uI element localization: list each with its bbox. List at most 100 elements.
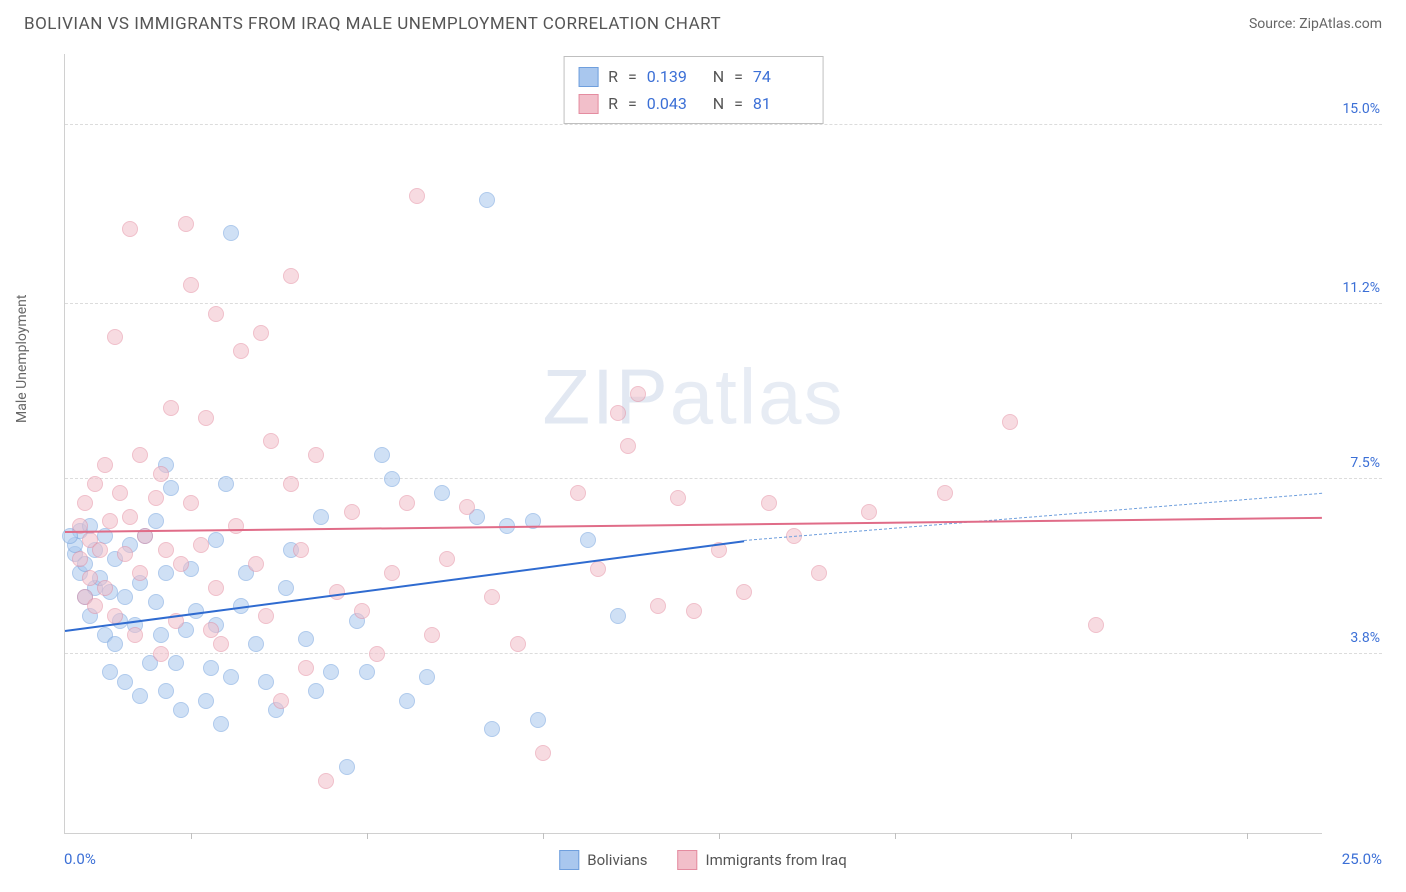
data-point-bolivians: [419, 669, 435, 685]
legend-label: Bolivians: [587, 851, 647, 869]
data-point-iraq: [273, 693, 289, 709]
data-point-iraq: [97, 457, 113, 473]
stat-n-value: 74: [753, 63, 809, 90]
data-point-iraq: [937, 485, 953, 501]
data-point-bolivians: [158, 683, 174, 699]
data-point-bolivians: [107, 636, 123, 652]
data-point-bolivians: [484, 721, 500, 737]
data-point-bolivians: [163, 480, 179, 496]
data-point-iraq: [570, 485, 586, 501]
y-tick-label: 7.5%: [1350, 455, 1380, 471]
data-point-bolivians: [323, 664, 339, 680]
data-point-iraq: [459, 499, 475, 515]
y-axis-label: Male Unemployment: [14, 295, 30, 423]
chart-container: Male Unemployment ZIPatlas R=0.139N=74R=…: [24, 44, 1382, 882]
data-point-iraq: [298, 660, 314, 676]
data-point-bolivians: [153, 627, 169, 643]
trend-line: [65, 517, 1322, 533]
data-point-iraq: [263, 433, 279, 449]
data-point-iraq: [183, 495, 199, 511]
data-point-iraq: [92, 542, 108, 558]
data-point-bolivians: [173, 702, 189, 718]
data-point-iraq: [198, 410, 214, 426]
legend-item-iraq[interactable]: Immigrants from Iraq: [678, 850, 847, 870]
data-point-iraq: [293, 542, 309, 558]
data-point-iraq: [439, 551, 455, 567]
x-tick: [719, 833, 720, 839]
legend-item-bolivians[interactable]: Bolivians: [559, 850, 647, 870]
data-point-iraq: [384, 565, 400, 581]
data-point-iraq: [1088, 617, 1104, 633]
source-attribution: Source: ZipAtlas.com: [1249, 16, 1382, 32]
data-point-iraq: [87, 598, 103, 614]
watermark-bold: ZIP: [542, 352, 669, 440]
data-point-iraq: [344, 504, 360, 520]
data-point-iraq: [650, 598, 666, 614]
data-point-bolivians: [223, 669, 239, 685]
x-axis-max-label: 25.0%: [1342, 850, 1382, 868]
stat-r-label: R: [608, 63, 618, 90]
data-point-iraq: [203, 622, 219, 638]
data-point-iraq: [173, 556, 189, 572]
data-point-iraq: [127, 627, 143, 643]
legend-swatch: [578, 67, 598, 87]
data-point-bolivians: [399, 693, 415, 709]
data-point-iraq: [535, 745, 551, 761]
data-point-bolivians: [580, 532, 596, 548]
data-point-bolivians: [248, 636, 264, 652]
data-point-iraq: [318, 773, 334, 789]
data-point-iraq: [670, 490, 686, 506]
data-point-bolivians: [374, 447, 390, 463]
data-point-iraq: [163, 400, 179, 416]
stat-n-value: 81: [753, 90, 809, 117]
data-point-iraq: [122, 221, 138, 237]
data-point-bolivians: [148, 594, 164, 610]
stats-row-bolivians: R=0.139N=74: [578, 63, 809, 90]
data-point-bolivians: [313, 509, 329, 525]
data-point-bolivians: [359, 664, 375, 680]
data-point-iraq: [208, 580, 224, 596]
data-point-bolivians: [198, 693, 214, 709]
data-point-bolivians: [148, 513, 164, 529]
data-point-iraq: [122, 509, 138, 525]
data-point-bolivians: [278, 580, 294, 596]
plot-area: ZIPatlas R=0.139N=74R=0.043N=81 3.8%7.5%…: [64, 54, 1322, 834]
data-point-iraq: [399, 495, 415, 511]
x-tick: [1247, 833, 1248, 839]
data-point-iraq: [213, 636, 229, 652]
data-point-iraq: [102, 513, 118, 529]
data-point-iraq: [153, 646, 169, 662]
data-point-iraq: [283, 268, 299, 284]
stat-r-value: 0.043: [647, 90, 703, 117]
data-point-iraq: [811, 565, 827, 581]
data-point-iraq: [736, 584, 752, 600]
data-point-iraq: [107, 608, 123, 624]
data-point-iraq: [97, 580, 113, 596]
data-point-bolivians: [479, 192, 495, 208]
gridline: [65, 478, 1382, 479]
data-point-bolivians: [117, 589, 133, 605]
data-point-iraq: [158, 542, 174, 558]
legend-swatch: [678, 850, 698, 870]
data-point-bolivians: [258, 674, 274, 690]
data-point-bolivians: [168, 655, 184, 671]
x-tick: [191, 833, 192, 839]
data-point-bolivians: [384, 471, 400, 487]
data-point-iraq: [248, 556, 264, 572]
watermark-thin: atlas: [670, 352, 845, 440]
data-point-iraq: [861, 504, 877, 520]
data-point-iraq: [686, 603, 702, 619]
stat-r-label: R: [608, 90, 618, 117]
legend-swatch: [559, 850, 579, 870]
data-point-bolivians: [117, 674, 133, 690]
data-point-iraq: [1002, 414, 1018, 430]
source-link[interactable]: ZipAtlas.com: [1299, 16, 1382, 32]
data-point-iraq: [610, 405, 626, 421]
data-point-iraq: [112, 485, 128, 501]
source-label: Source:: [1249, 16, 1296, 32]
data-point-iraq: [590, 561, 606, 577]
x-tick: [543, 833, 544, 839]
data-point-iraq: [308, 447, 324, 463]
data-point-bolivians: [530, 712, 546, 728]
data-point-iraq: [82, 570, 98, 586]
